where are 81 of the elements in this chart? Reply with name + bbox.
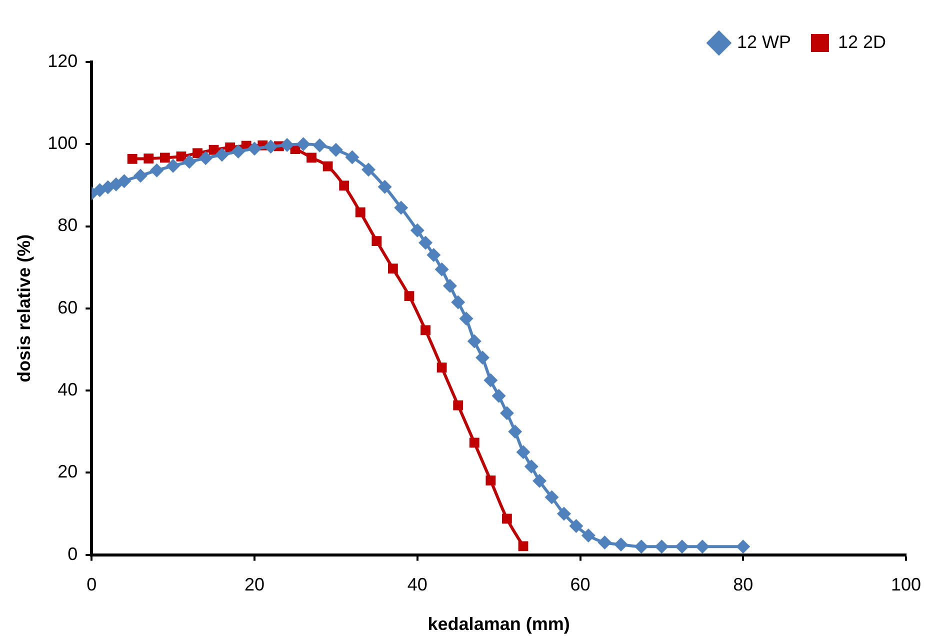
y-tick-label: 100 [48,133,78,154]
point [467,334,482,348]
point [198,151,213,166]
point [736,540,750,554]
point [296,137,310,152]
point [453,400,464,410]
x-tick-label: 40 [407,574,428,595]
point [418,236,433,250]
point [378,180,392,194]
point [634,540,648,554]
point [339,180,350,191]
point [426,248,441,262]
point [598,535,612,550]
point [182,154,196,169]
point [248,142,262,156]
point [556,506,571,521]
y-tick-label: 60 [58,297,78,318]
point [404,291,414,302]
point [442,278,457,293]
point [127,154,138,164]
point [434,262,449,276]
point [695,540,710,554]
point [484,373,498,388]
point [388,264,398,274]
x-axis-title: kedalaman (mm) [428,614,570,634]
point [476,350,490,365]
point [544,490,559,504]
x-tick-label: 80 [733,574,754,595]
point [436,362,447,372]
point [500,406,514,420]
x-tick-label: 100 [890,574,922,595]
point [451,295,466,310]
point [459,312,474,326]
point [372,236,382,246]
x-tick-label: 20 [244,574,265,595]
point [322,161,333,172]
point [345,150,360,164]
point [518,541,528,552]
point [176,152,186,162]
point [502,514,512,524]
x-tick-label: 60 [570,574,590,595]
point [394,200,408,215]
point [654,540,669,554]
legend-label: 12 WP [736,32,791,52]
y-tick-label: 40 [58,380,78,400]
point [166,158,180,173]
point [160,152,170,163]
point [675,540,690,554]
point [508,424,522,439]
point [486,476,496,486]
point [532,474,547,488]
point [614,538,628,552]
point [264,140,278,154]
x-tick-label: 0 [86,574,97,595]
point [231,144,246,159]
point [469,438,480,448]
point [516,445,530,460]
y-tick-label: 20 [58,462,78,482]
point [280,138,294,152]
y-axis-title: dosis relative (%) [14,234,34,382]
point [117,174,132,188]
point [192,148,202,158]
point [306,152,316,163]
point [420,325,430,336]
y-tick-label: 120 [48,50,78,71]
point [312,138,327,152]
legend-label: 12 2D [838,32,886,52]
point [214,148,229,162]
y-tick-label: 0 [68,544,78,564]
point [144,154,154,164]
point [355,207,366,218]
point [328,142,343,157]
point [492,388,506,403]
point [569,519,584,534]
point [362,162,376,177]
point [524,460,538,474]
y-tick-label: 80 [58,215,78,236]
point [581,528,596,542]
point [150,163,164,178]
point [133,168,148,183]
point [410,223,424,238]
